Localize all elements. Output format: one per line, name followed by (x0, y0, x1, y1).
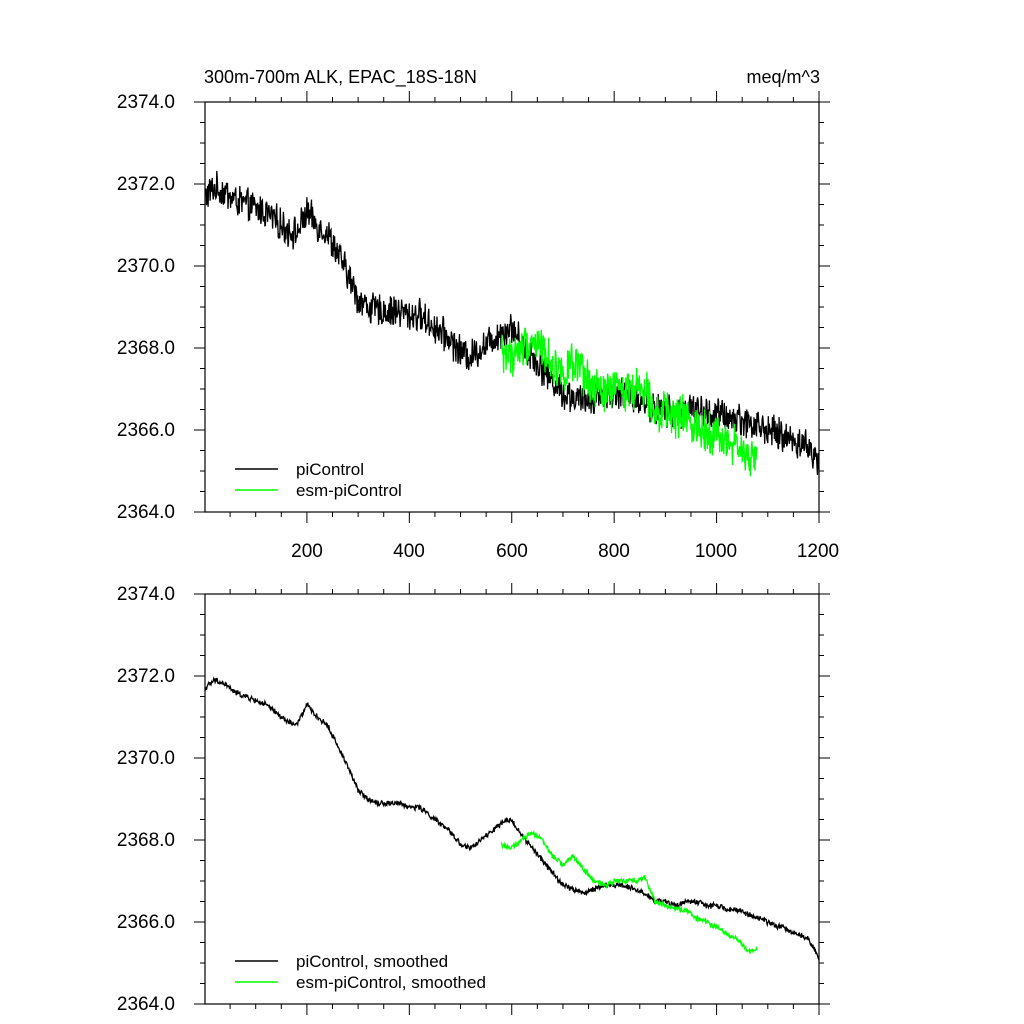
bottom-panel: 2364.0 2366.0 2368.0 2370.0 2372.0 2374.… (117, 583, 830, 1015)
y-tick-label: 2372.0 (117, 666, 175, 687)
x-tick-label: 800 (598, 541, 630, 562)
series-layer (204, 170, 820, 477)
legend-label: piControl, smoothed (296, 952, 448, 971)
y-tick-label: 2366.0 (117, 912, 175, 933)
y-tick-label: 2364.0 (117, 994, 175, 1015)
ticks-layer (194, 583, 830, 1015)
series-line-picontrol (204, 170, 820, 475)
legend: piControl esm-piControl (235, 460, 402, 500)
y-tick-label: 2370.0 (117, 256, 175, 277)
y-tick-label: 2374.0 (117, 584, 175, 605)
legend-label: piControl (296, 460, 364, 479)
y-tick-label: 2364.0 (117, 502, 175, 523)
y-tick-label: 2368.0 (117, 830, 175, 851)
legend-label: esm-piControl, smoothed (296, 973, 486, 992)
x-tick-label: 400 (393, 541, 425, 562)
plot-frame (204, 593, 820, 1005)
y-tick-labels: 2364.0 2366.0 2368.0 2370.0 2372.0 2374.… (117, 92, 175, 523)
x-tick-label: 1000 (695, 541, 737, 562)
y-tick-label: 2372.0 (117, 174, 175, 195)
series-line-esm-picontrol-smoothed (500, 829, 758, 954)
legend: piControl, smoothed esm-piControl, smoot… (235, 952, 486, 992)
y-tick-label: 2366.0 (117, 420, 175, 441)
x-tick-label: 200 (291, 541, 323, 562)
x-tick-label: 1200 (797, 541, 839, 562)
y-tick-label: 2370.0 (117, 748, 175, 769)
series-line-picontrol-smoothed (204, 676, 820, 962)
x-tick-labels: 200 400 600 800 1000 1200 (291, 541, 839, 562)
y-tick-label: 2368.0 (117, 338, 175, 359)
chart-title: 300m-700m ALK, EPAC_18S-18N (204, 67, 477, 88)
y-tick-label: 2374.0 (117, 92, 175, 113)
units-label: meq/m^3 (747, 67, 820, 87)
legend-label: esm-piControl (296, 481, 402, 500)
series-line-esm-picontrol (500, 327, 759, 477)
x-tick-label: 600 (496, 541, 528, 562)
top-panel: 300m-700m ALK, EPAC_18S-18N meq/m^3 2364… (117, 67, 839, 562)
y-tick-labels: 2364.0 2366.0 2368.0 2370.0 2372.0 2374.… (117, 584, 175, 1015)
ticks-layer (194, 91, 830, 523)
series-layer (204, 676, 820, 962)
